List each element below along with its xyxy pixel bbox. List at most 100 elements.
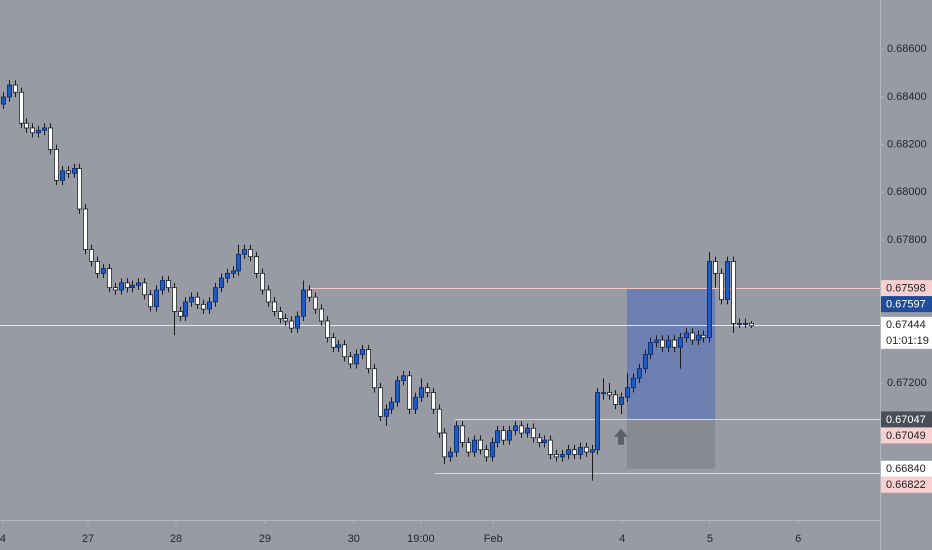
- candle-body: [678, 337, 684, 348]
- candle-body: [494, 430, 500, 443]
- candle-body: [406, 375, 412, 410]
- y-tick-label: 0.67800: [887, 234, 927, 246]
- candle-body: [212, 287, 218, 303]
- candle-body: [525, 427, 531, 434]
- candle-body: [165, 280, 171, 289]
- candle-body: [365, 349, 371, 370]
- candle-body: [36, 129, 42, 134]
- candle-body: [347, 356, 353, 365]
- x-tick-label: 4: [619, 533, 625, 545]
- candle-body: [436, 408, 442, 434]
- candle-body: [707, 261, 713, 339]
- candle-body: [288, 320, 294, 329]
- candle-body: [125, 282, 131, 289]
- candle-body: [430, 392, 436, 410]
- candle-body: [519, 425, 525, 434]
- candle-body: [282, 318, 288, 322]
- x-tick-label: Feb: [484, 533, 503, 545]
- y-tick-label: 0.68200: [887, 139, 927, 151]
- candle-body: [318, 308, 324, 322]
- candle-body: [566, 449, 572, 455]
- candle-body: [77, 168, 83, 210]
- price-label-box: [881, 296, 932, 313]
- price-label: 0.67598: [886, 283, 926, 295]
- candle-body: [713, 261, 719, 274]
- candle-body: [230, 270, 236, 274]
- candle-body: [531, 427, 537, 439]
- candle-body: [107, 268, 113, 289]
- candle-body: [66, 170, 72, 174]
- candle-body: [584, 446, 590, 453]
- candle-body: [23, 122, 29, 129]
- arrow-marker: [614, 428, 629, 445]
- plot-area: [0, 80, 880, 481]
- candle-body: [235, 253, 241, 272]
- candle-body: [483, 449, 489, 458]
- candle-body: [513, 425, 519, 432]
- price-label: 0.67047: [886, 414, 926, 426]
- price-label: 0.67597: [886, 299, 926, 311]
- candle-body: [453, 425, 459, 453]
- candle-body: [135, 282, 141, 286]
- candle-body: [537, 437, 543, 443]
- candle-body: [666, 339, 672, 348]
- candle-body: [542, 439, 548, 443]
- candle-body: [725, 261, 731, 300]
- y-tick-label: 0.68000: [887, 186, 927, 198]
- candle-body: [371, 368, 377, 389]
- candle-body: [153, 289, 159, 308]
- candle-body: [643, 353, 649, 370]
- candle-body: [737, 322, 743, 325]
- candle-body: [506, 430, 512, 441]
- x-tick-label: 29: [259, 533, 271, 545]
- candle-body: [353, 353, 359, 365]
- candle-body: [394, 380, 400, 403]
- candle-body: [253, 256, 259, 274]
- candle-body: [471, 439, 477, 453]
- candle-body: [684, 332, 690, 339]
- candle-body: [383, 408, 389, 417]
- candle-body: [188, 296, 194, 303]
- candle-body: [554, 454, 560, 458]
- candle-body: [731, 261, 737, 324]
- price-label: 0.66822: [886, 479, 926, 491]
- candle-body: [247, 249, 253, 258]
- candle-body: [0, 96, 6, 105]
- price-label-box: [881, 460, 932, 477]
- candle-body: [224, 272, 230, 279]
- candle-body: [54, 149, 60, 181]
- candle-body: [335, 344, 341, 348]
- candle-body: [48, 127, 54, 150]
- candle-body: [654, 339, 660, 343]
- axes: 0.68600 0.68400 0.68200 0.68000 0.67800 0.672…: [0, 43, 932, 545]
- candle-body: [613, 394, 619, 405]
- candle-body: [83, 208, 89, 250]
- candle-body: [294, 315, 300, 329]
- candle-body: [271, 301, 277, 312]
- candle-body: [265, 289, 271, 303]
- price-label-box: [881, 280, 932, 297]
- x-tick-label: 4: [0, 533, 6, 545]
- price-label: 0.67444: [886, 319, 926, 331]
- candle-body: [660, 339, 666, 348]
- candle-body: [672, 339, 678, 348]
- candle-body: [330, 337, 336, 348]
- candle-body: [578, 446, 584, 455]
- candle-body: [548, 439, 554, 455]
- candle-body: [388, 401, 394, 410]
- x-tick-label: 6: [795, 533, 801, 545]
- candle-body: [459, 425, 465, 443]
- candle-body: [595, 392, 601, 451]
- candle-body: [637, 368, 643, 379]
- candle-body: [194, 296, 200, 305]
- countdown-label: 01:01:19: [886, 335, 929, 347]
- candle-body: [200, 303, 206, 310]
- price-label: 0.66840: [886, 463, 926, 475]
- candle-body: [400, 375, 406, 381]
- candle-body: [12, 84, 18, 93]
- candle-body: [18, 91, 24, 124]
- candle-body: [159, 280, 165, 291]
